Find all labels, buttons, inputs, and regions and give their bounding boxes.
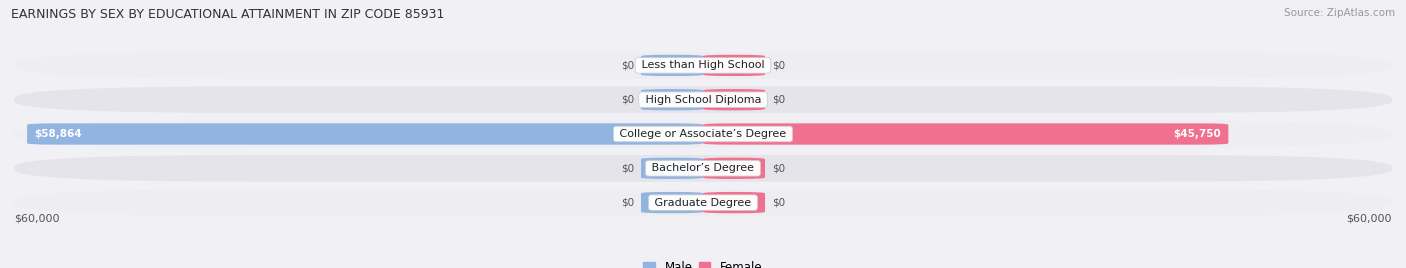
- Text: $60,000: $60,000: [1347, 214, 1392, 224]
- Text: $0: $0: [621, 60, 634, 70]
- FancyBboxPatch shape: [27, 123, 703, 145]
- FancyBboxPatch shape: [641, 55, 703, 76]
- FancyBboxPatch shape: [14, 155, 1392, 182]
- FancyBboxPatch shape: [14, 121, 1392, 147]
- Text: EARNINGS BY SEX BY EDUCATIONAL ATTAINMENT IN ZIP CODE 85931: EARNINGS BY SEX BY EDUCATIONAL ATTAINMEN…: [11, 8, 444, 21]
- Text: $0: $0: [621, 163, 634, 173]
- FancyBboxPatch shape: [703, 158, 765, 179]
- FancyBboxPatch shape: [641, 158, 703, 179]
- Legend: Male, Female: Male, Female: [638, 256, 768, 268]
- Text: Less than High School: Less than High School: [638, 60, 768, 70]
- Text: $0: $0: [772, 163, 785, 173]
- FancyBboxPatch shape: [703, 89, 765, 110]
- FancyBboxPatch shape: [14, 86, 1392, 113]
- Text: $0: $0: [621, 95, 634, 105]
- Text: High School Diploma: High School Diploma: [641, 95, 765, 105]
- FancyBboxPatch shape: [703, 123, 1229, 145]
- Text: $60,000: $60,000: [14, 214, 59, 224]
- Text: $0: $0: [772, 60, 785, 70]
- Text: Source: ZipAtlas.com: Source: ZipAtlas.com: [1284, 8, 1395, 18]
- FancyBboxPatch shape: [641, 89, 703, 110]
- FancyBboxPatch shape: [14, 189, 1392, 216]
- Text: $45,750: $45,750: [1174, 129, 1222, 139]
- FancyBboxPatch shape: [703, 55, 765, 76]
- Text: College or Associate’s Degree: College or Associate’s Degree: [616, 129, 790, 139]
- Text: $0: $0: [772, 95, 785, 105]
- FancyBboxPatch shape: [14, 52, 1392, 79]
- Text: $0: $0: [621, 198, 634, 208]
- Text: Bachelor’s Degree: Bachelor’s Degree: [648, 163, 758, 173]
- Text: $0: $0: [772, 198, 785, 208]
- FancyBboxPatch shape: [641, 192, 703, 213]
- Text: $58,864: $58,864: [34, 129, 82, 139]
- FancyBboxPatch shape: [703, 192, 765, 213]
- Text: Graduate Degree: Graduate Degree: [651, 198, 755, 208]
